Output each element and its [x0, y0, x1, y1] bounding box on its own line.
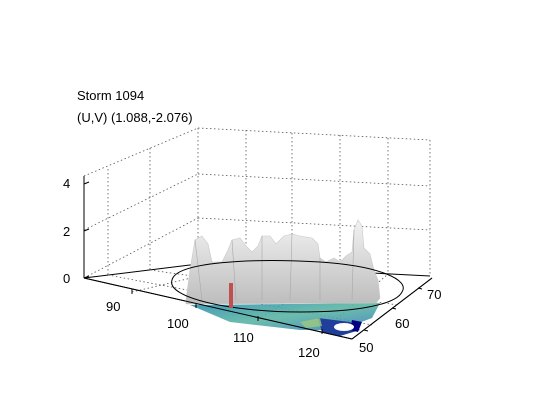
z-tick-label: 2 — [63, 224, 70, 239]
tick-marks — [83, 181, 423, 334]
x-tick-label: 100 — [167, 316, 189, 331]
y-tick-label: 70 — [427, 287, 441, 302]
x-tick-labels: 90 100 110 120 — [106, 299, 320, 360]
x-tick-label: 120 — [298, 345, 320, 360]
x-tick-label: 90 — [106, 299, 120, 314]
storm-surface — [185, 219, 381, 305]
y-tick-labels: 50 60 70 — [359, 287, 441, 355]
z-tick-labels: 4 2 0 — [63, 176, 70, 286]
z-tick-label: 4 — [63, 176, 70, 191]
y-tick-label: 60 — [395, 316, 409, 331]
storm-title: Storm 1094 — [77, 88, 145, 103]
floor-colormap — [190, 303, 380, 336]
storm-vector-label: (U,V) (1.088,-2.076) — [77, 110, 193, 125]
x-tick-label: 110 — [233, 330, 254, 345]
y-tick-label: 50 — [359, 340, 373, 355]
z-tick-label: 0 — [63, 271, 70, 286]
vector-marker — [229, 283, 233, 308]
